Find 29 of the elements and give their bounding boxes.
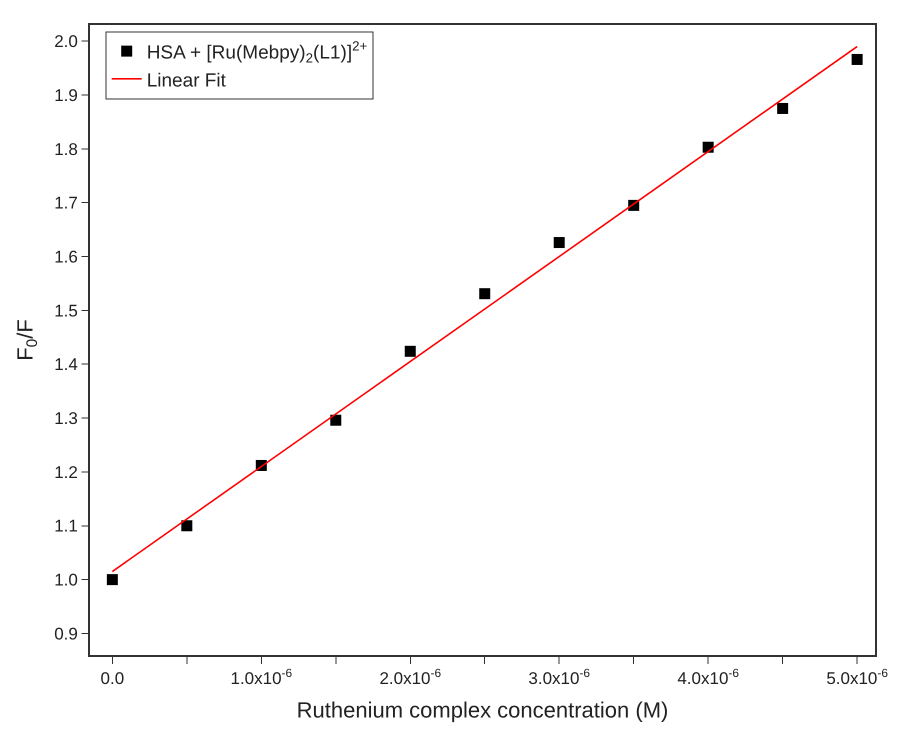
point: [479, 288, 490, 300]
point: [554, 237, 565, 248]
y-tick-label: 1.4: [54, 355, 78, 374]
x-tick-label: 5.0x10$^{-6}$: [826, 666, 888, 688]
x-tick-label: 1.0x10$^{-6}$: [230, 666, 292, 688]
y-tick-label: 1.1: [54, 516, 78, 536]
x-tick-label: 2.0x10$^{-6}$: [379, 666, 442, 688]
y-tick-label: 1.9: [54, 86, 78, 105]
legend-label: HSA + [Ru(Mebpy)$_{2}$(L1)]$^{2+}$: [146, 38, 368, 66]
point: [181, 520, 192, 532]
y-tick-label: 2.0: [54, 32, 78, 52]
point: [106, 574, 118, 586]
y-tick-label: 0.9: [54, 624, 78, 644]
x-tick-label: 3.0x10$^{-6}$: [528, 666, 590, 688]
y-tick-label: 1.7: [54, 194, 78, 213]
x-tick-label: 0.0: [100, 669, 124, 688]
x-tick-label: 4.0x10$^{-6}$: [677, 666, 740, 688]
y-tick-label: 1.5: [54, 301, 78, 320]
y-tick-label: 1.2: [54, 462, 78, 482]
y-tick-label: 1.0: [54, 570, 78, 590]
legend-label: Linear Fit: [146, 70, 227, 92]
point: [330, 414, 342, 426]
point: [852, 54, 863, 65]
y-tick-label: 1.8: [54, 140, 78, 159]
point: [404, 346, 416, 357]
y-tick-label: 1.6: [54, 247, 78, 266]
point: [777, 102, 788, 114]
y-tick-label: 1.3: [54, 409, 78, 428]
x-axis-title: Ruthenium complex concentration (M): [296, 698, 668, 723]
